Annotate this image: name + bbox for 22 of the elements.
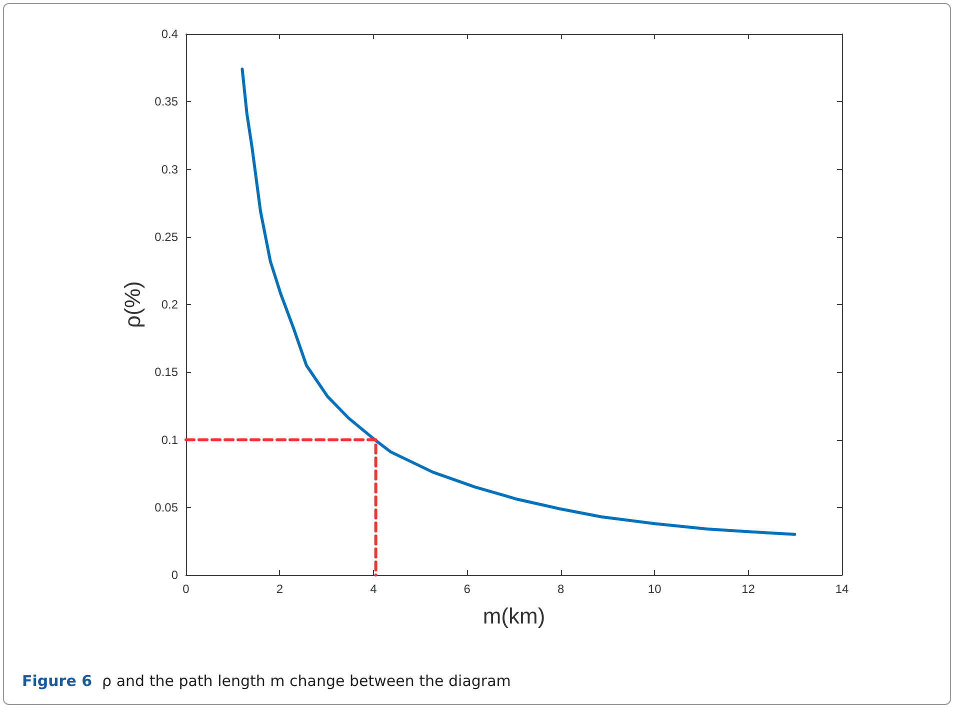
y-tick-label: 0.2 xyxy=(161,298,178,312)
y-tick-label: 0.25 xyxy=(154,230,178,244)
x-tick-label: 12 xyxy=(742,582,756,596)
y-tick-label: 0.4 xyxy=(161,27,178,41)
y-tick-label: 0.15 xyxy=(154,365,178,380)
y-tick-label: 0.05 xyxy=(154,500,178,514)
x-axis-title: m(km) xyxy=(482,604,546,628)
y-tick-label: 0.35 xyxy=(154,94,178,109)
x-tick-label: 2 xyxy=(276,582,284,596)
x-tick-label: 8 xyxy=(558,582,565,596)
caption: Figure 6 xyxy=(22,672,92,690)
y-tick-label: 0.1 xyxy=(161,432,178,447)
text: ρ and the path length m change between the diagram xyxy=(102,672,511,690)
y-tick-label: 0 xyxy=(171,568,178,582)
x-tick-label: 4 xyxy=(370,582,378,596)
x-tick-label: 14 xyxy=(835,582,849,596)
y-axis-title: ρ(%) xyxy=(120,281,146,328)
x-tick-label: 6 xyxy=(464,582,471,596)
x-tick-label: 10 xyxy=(648,582,662,596)
x-tick-label: 0 xyxy=(182,582,190,596)
y-tick-label: 0.3 xyxy=(161,162,178,176)
line-series xyxy=(240,68,796,536)
